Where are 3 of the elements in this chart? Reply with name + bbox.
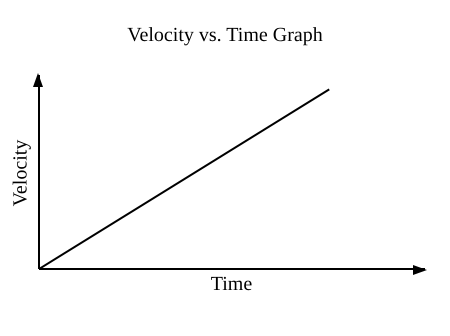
chart-title: Velocity vs. Time Graph: [126, 24, 324, 47]
x-axis-title: Time: [210, 273, 254, 296]
y-axis-title: Velocity: [10, 139, 32, 206]
